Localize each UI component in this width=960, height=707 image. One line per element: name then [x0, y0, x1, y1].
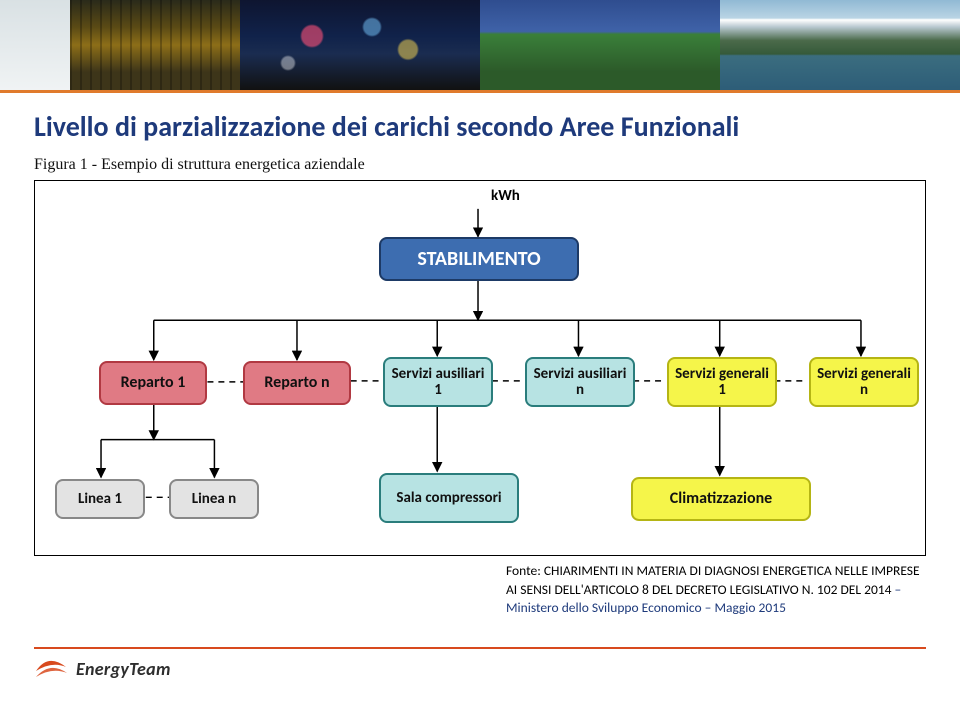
banner-seg-refinery — [70, 0, 240, 90]
node-servausn: Servizi ausiliari n — [525, 357, 635, 407]
banner-seg-1 — [0, 0, 70, 90]
logo-icon — [34, 657, 68, 681]
node-servgen1: Servizi generali 1 — [667, 357, 777, 407]
node-clima: Climatizzazione — [631, 477, 811, 521]
brand-logo: EnergyTeam — [34, 657, 926, 681]
banner-seg-lake — [720, 0, 960, 90]
figure-caption: Figura 1 - Esempio di struttura energeti… — [0, 152, 960, 180]
node-reparto1: Reparto 1 — [99, 361, 207, 405]
source-citation: Fonte: CHIARIMENTI IN MATERIA DI DIAGNOS… — [506, 562, 926, 617]
node-servgenn: Servizi generali n — [809, 357, 919, 407]
logo-text-b: Team — [129, 658, 171, 680]
footer: EnergyTeam — [34, 647, 926, 681]
source-line-2: SENSI DELL'ARTICOLO 8 DEL DECRETO LEGISL… — [520, 581, 894, 598]
logo-text: EnergyTeam — [76, 658, 171, 680]
header-banner — [0, 0, 960, 90]
kwh-label: kWh — [491, 187, 520, 205]
logo-text-a: Energy — [76, 658, 129, 680]
node-sala: Sala compressori — [379, 473, 519, 523]
banner-seg-grass — [480, 0, 720, 90]
diagram-frame: kWh STABILIMENTO Reparto 1 Reparto n Serviz… — [34, 180, 926, 556]
node-stabilimento: STABILIMENTO — [379, 237, 579, 281]
page-title: Livello di parzializzazione dei carichi … — [0, 93, 960, 152]
node-servaus1: Servizi ausiliari 1 — [383, 357, 493, 407]
slide: Livello di parzializzazione dei carichi … — [0, 0, 960, 707]
banner-seg-city — [240, 0, 480, 90]
node-linea1: Linea 1 — [55, 479, 145, 519]
node-linean: Linea n — [169, 479, 259, 519]
node-reparton: Reparto n — [243, 361, 351, 405]
